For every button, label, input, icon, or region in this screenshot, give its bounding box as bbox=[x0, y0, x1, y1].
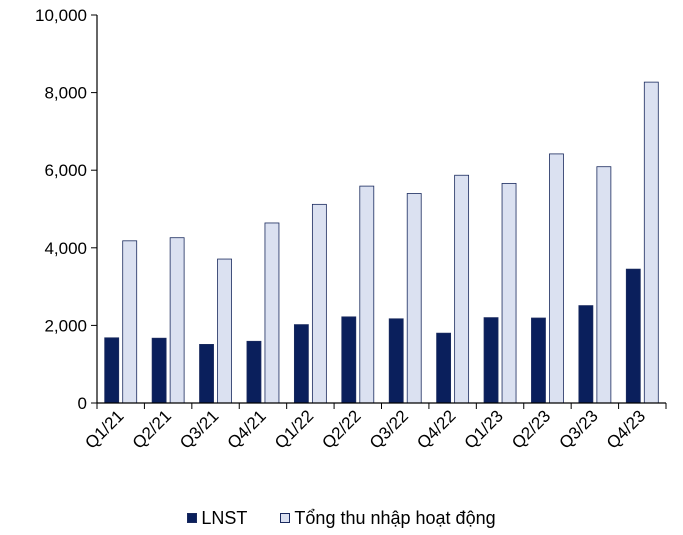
x-tick-label: Q2/22 bbox=[318, 406, 364, 452]
bar-total-income bbox=[501, 182, 517, 404]
bar-total-income bbox=[549, 153, 564, 404]
bar-total-income bbox=[643, 81, 659, 404]
bar-total-income bbox=[359, 185, 375, 404]
y-tick-label: 4,000 bbox=[44, 239, 87, 258]
bar-lnst bbox=[199, 344, 214, 404]
x-tick-label: Q4/21 bbox=[224, 406, 270, 452]
x-tick-label: Q2/23 bbox=[508, 406, 554, 452]
legend-swatch-total-income bbox=[280, 513, 291, 523]
legend: LNST Tổng thu nhập hoạt động bbox=[0, 507, 683, 529]
x-tick-label: Q3/22 bbox=[366, 406, 412, 452]
bar-total-income bbox=[311, 203, 327, 404]
x-tick-label: Q4/23 bbox=[603, 406, 649, 452]
legend-item-total-income: Tổng thu nhập hoạt động bbox=[280, 507, 496, 529]
x-tick-label: Q1/23 bbox=[461, 406, 507, 452]
y-tick-label: 10,000 bbox=[35, 6, 87, 25]
bar-total-income bbox=[169, 237, 185, 404]
bar-lnst bbox=[483, 317, 499, 404]
y-axis: 0 2,000 4,000 6,000 8,000 10,000 bbox=[35, 6, 98, 413]
legend-item-lnst: LNST bbox=[187, 508, 247, 529]
x-tick-label: Q3/23 bbox=[556, 406, 602, 452]
bar-total-income bbox=[122, 240, 138, 404]
bar-total-income bbox=[217, 258, 232, 404]
x-tick-label: Q3/21 bbox=[176, 406, 222, 452]
y-tick-label: 6,000 bbox=[44, 161, 87, 180]
x-tick-label: Q4/22 bbox=[413, 406, 459, 452]
bar-lnst bbox=[436, 332, 452, 404]
bar-lnst bbox=[246, 340, 262, 404]
bar-lnst bbox=[625, 268, 641, 404]
bars-group bbox=[104, 81, 659, 404]
bar-lnst bbox=[578, 305, 594, 404]
bar-lnst bbox=[104, 337, 120, 404]
x-tick-label: Q1/21 bbox=[81, 406, 127, 452]
bar-total-income bbox=[264, 222, 280, 404]
legend-swatch-lnst bbox=[187, 513, 198, 523]
bar-lnst bbox=[151, 337, 167, 404]
bar-total-income bbox=[454, 174, 470, 404]
bar-lnst bbox=[388, 318, 404, 404]
legend-label-total-income: Tổng thu nhập hoạt động bbox=[294, 507, 496, 528]
bar-lnst bbox=[531, 317, 546, 404]
legend-label-lnst: LNST bbox=[201, 507, 248, 528]
bar-lnst bbox=[293, 324, 309, 404]
x-axis: Q1/21 Q2/21 Q3/21 Q4/21 Q1/22 Q2/22 Q3/22 Q4/22… bbox=[81, 402, 667, 453]
bar-lnst bbox=[341, 316, 357, 404]
bar-total-income bbox=[406, 193, 422, 404]
bar-total-income bbox=[596, 166, 612, 404]
x-tick-label: Q2/21 bbox=[129, 406, 175, 452]
x-tick-label: Q1/22 bbox=[271, 406, 317, 452]
y-tick-label: 0 bbox=[78, 394, 87, 413]
y-tick-label: 8,000 bbox=[44, 84, 87, 103]
y-tick-label: 2,000 bbox=[44, 316, 87, 335]
